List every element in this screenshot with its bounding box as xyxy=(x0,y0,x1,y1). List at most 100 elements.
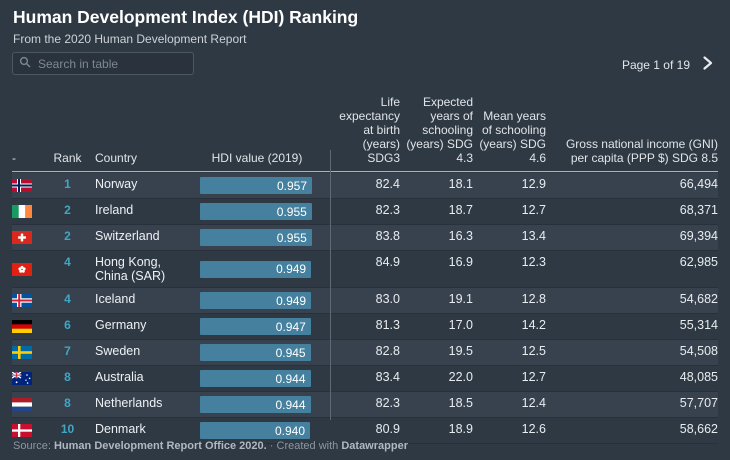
column-header-flag[interactable]: - xyxy=(12,90,40,171)
flag-hongkong-icon xyxy=(12,251,40,287)
search-input[interactable] xyxy=(36,55,187,72)
column-header-label: Rank xyxy=(53,151,82,165)
hdi-value-bar: 0.940 xyxy=(200,422,310,439)
flag-denmark-icon xyxy=(12,418,40,443)
column-header-hdi[interactable]: HDI value (2019) xyxy=(200,90,330,171)
column-header-eys[interactable]: Expected years of schooling (years) SDG … xyxy=(400,90,473,171)
hdi-value-label: 0.945 xyxy=(275,345,306,360)
life-expectancy-cell: 82.8 xyxy=(375,344,400,358)
hdi-bar-cell: 0.940 xyxy=(200,418,330,443)
column-header-rank[interactable]: Rank xyxy=(40,90,95,171)
mean-schooling-cell: 12.8 xyxy=(521,292,546,306)
column-header-country[interactable]: Country xyxy=(95,90,200,171)
mean-schooling-cell: 14.2 xyxy=(521,318,546,332)
hdi-value-bar: 0.955 xyxy=(200,203,312,220)
expected-schooling-cell: 22.0 xyxy=(448,370,473,384)
hdi-value-label: 0.944 xyxy=(275,397,306,412)
flag-iceland-icon xyxy=(12,288,40,313)
table-row-netherlands: 8 Netherlands 0.944 82.3 18.5 12.4 57,707 xyxy=(12,392,718,418)
column-header-life[interactable]: Life expectancy at birth (years) SDG3 xyxy=(330,90,400,171)
life-expectancy-cell: 82.3 xyxy=(375,203,400,217)
column-divider xyxy=(330,150,331,420)
expected-schooling-cell: 19.1 xyxy=(448,292,473,306)
table-row-iceland: 4 Iceland 0.949 83.0 19.1 12.8 54,682 xyxy=(12,288,718,314)
expected-schooling-cell: 18.9 xyxy=(448,422,473,436)
life-expectancy-cell: 80.9 xyxy=(375,422,400,436)
column-header-label: Gross national income (GNI) per capita (… xyxy=(565,137,718,165)
hdi-bar-cell: 0.949 xyxy=(200,288,330,313)
source-name: Human Development Report Office 2020. xyxy=(53,440,267,452)
column-header-label: Country xyxy=(95,151,138,165)
country-cell: Netherlands xyxy=(95,396,163,410)
column-header-label: Expected years of schooling (years) SDG … xyxy=(406,95,473,165)
hdi-bar-cell: 0.949 xyxy=(200,251,330,287)
expected-schooling-cell: 17.0 xyxy=(448,318,473,332)
page-title: Human Development Index (HDI) Ranking xyxy=(13,7,359,27)
hdi-value-bar: 0.945 xyxy=(200,344,311,361)
table-row-germany: 6 Germany 0.947 81.3 17.0 14.2 55,314 xyxy=(12,314,718,340)
hdi-value-label: 0.955 xyxy=(276,204,307,219)
hdi-value-label: 0.949 xyxy=(276,262,307,276)
life-expectancy-cell: 84.9 xyxy=(375,255,400,269)
footer-separator: · xyxy=(269,440,274,452)
country-cell: Sweden xyxy=(95,344,141,358)
hdi-value-label: 0.947 xyxy=(275,319,306,334)
table-row-australia: 8 Australia 0.944 83.4 22.0 12.7 48,085 xyxy=(12,366,718,392)
column-header-label: Mean years of schooling (years) SDG 4.6 xyxy=(479,109,546,165)
expected-schooling-cell: 16.3 xyxy=(448,229,473,243)
expected-schooling-cell: 18.5 xyxy=(448,396,473,410)
flag-norway-icon xyxy=(12,173,40,198)
hdi-value-label: 0.940 xyxy=(274,423,305,438)
expected-schooling-cell: 16.9 xyxy=(448,255,473,269)
country-cell: Germany xyxy=(95,318,147,332)
hdi-value-label: 0.955 xyxy=(276,230,307,245)
hdi-bar-cell: 0.945 xyxy=(200,340,330,365)
hdi-bar-cell: 0.944 xyxy=(200,366,330,391)
credit-prefix: Created with xyxy=(276,440,339,452)
mean-schooling-cell: 12.7 xyxy=(521,370,546,384)
gni-cell: 62,985 xyxy=(679,255,718,269)
mean-schooling-cell: 12.4 xyxy=(521,396,546,410)
page-subtitle: From the 2020 Human Development Report xyxy=(13,32,247,46)
flag-ireland-icon xyxy=(12,199,40,224)
flag-sweden-icon xyxy=(12,340,40,365)
rank-cell: 8 xyxy=(64,370,71,384)
country-cell: Norway xyxy=(95,177,138,191)
life-expectancy-cell: 83.4 xyxy=(375,370,400,384)
gni-cell: 54,682 xyxy=(679,292,718,306)
hdi-value-label: 0.957 xyxy=(276,178,307,193)
chevron-right-icon[interactable] xyxy=(700,53,714,73)
rank-cell: 6 xyxy=(64,318,71,332)
country-cell: Australia xyxy=(95,370,144,384)
column-header-label: - xyxy=(12,151,16,165)
hdi-value-bar: 0.944 xyxy=(200,396,311,413)
gni-cell: 69,394 xyxy=(679,229,718,243)
gni-cell: 68,371 xyxy=(679,203,718,217)
credit-name[interactable]: Datawrapper xyxy=(341,440,408,452)
rank-cell: 4 xyxy=(64,255,71,269)
expected-schooling-cell: 18.1 xyxy=(448,177,473,191)
hdi-value-bar: 0.949 xyxy=(200,292,312,309)
table-row-hongkong: 4 Hong Kong, China (SAR) 0.949 84.9 16.9 12.3… xyxy=(12,251,718,288)
life-expectancy-cell: 83.0 xyxy=(375,292,400,306)
column-header-gni[interactable]: Gross national income (GNI) per capita (… xyxy=(546,90,718,171)
country-cell: Iceland xyxy=(95,292,136,306)
gni-cell: 57,707 xyxy=(679,396,718,410)
country-cell: Ireland xyxy=(95,203,134,217)
gni-cell: 55,314 xyxy=(679,318,718,332)
mean-schooling-cell: 12.7 xyxy=(521,203,546,217)
flag-australia-icon xyxy=(12,366,40,391)
gni-cell: 54,508 xyxy=(679,344,718,358)
rank-cell: 7 xyxy=(64,344,71,358)
flag-germany-icon xyxy=(12,314,40,339)
life-expectancy-cell: 81.3 xyxy=(375,318,400,332)
pagination-label: Page 1 of 19 xyxy=(621,58,690,72)
table-header-row: - Rank Country HDI value (2019) Life expecta… xyxy=(12,90,718,172)
search-box xyxy=(12,52,194,75)
column-header-mys[interactable]: Mean years of schooling (years) SDG 4.6 xyxy=(473,90,546,171)
table-row-norway: 1 Norway 0.957 82.4 18.1 12.9 66,494 xyxy=(12,173,718,199)
country-cell: Hong Kong, China (SAR) xyxy=(95,255,166,283)
rank-cell: 10 xyxy=(60,422,75,436)
rank-cell: 2 xyxy=(64,203,71,217)
